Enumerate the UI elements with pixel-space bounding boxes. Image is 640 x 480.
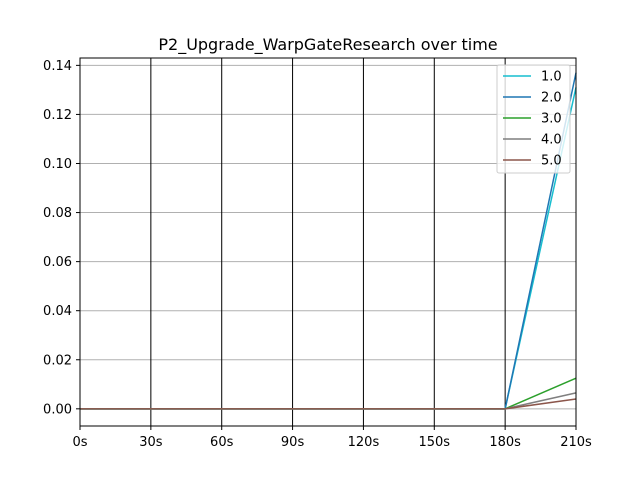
grid: [79, 58, 577, 426]
axes: 0.00 0.02 0.04 0.06 0.08 0.10 0.12 0.14 0s 30s 60s…: [43, 59, 592, 450]
x-tick-label: 0s: [72, 435, 87, 450]
x-tick-label: 120s: [348, 435, 380, 450]
series-line-3.0: [80, 377, 577, 410]
legend: 1.0 2.0 3.0 4.0 5.0: [496, 64, 571, 174]
y-tick-label: 0.08: [43, 206, 72, 221]
y-tick-label: 0.10: [43, 157, 72, 172]
series-line-5.0: [80, 398, 577, 410]
legend-label: 1.0: [541, 70, 562, 85]
legend-label: 4.0: [541, 133, 562, 148]
legend-label: 5.0: [541, 154, 562, 169]
series-line-4.0: [80, 392, 577, 410]
plot-frame: [79, 57, 577, 427]
y-tick-label: 0.02: [43, 353, 72, 368]
x-tick-label: 30s: [139, 435, 163, 450]
chart-title: P2_Upgrade_WarpGateResearch over time: [158, 35, 497, 55]
y-tick-label: 0.00: [43, 402, 72, 417]
y-tick-label: 0.14: [43, 59, 72, 74]
legend-label: 2.0: [541, 91, 562, 106]
legend-box: [496, 64, 571, 174]
series-lines: [80, 72, 577, 410]
y-tick-label: 0.12: [43, 108, 72, 123]
y-tick-label: 0.06: [43, 255, 72, 270]
x-tick-label: 90s: [281, 435, 305, 450]
x-tick-label: 180s: [489, 435, 521, 450]
x-tick-label: 150s: [418, 435, 450, 450]
legend-label: 3.0: [541, 112, 562, 127]
x-tick-label: 210s: [560, 435, 592, 450]
x-tick-label: 60s: [210, 435, 234, 450]
y-tick-label: 0.04: [43, 304, 72, 319]
